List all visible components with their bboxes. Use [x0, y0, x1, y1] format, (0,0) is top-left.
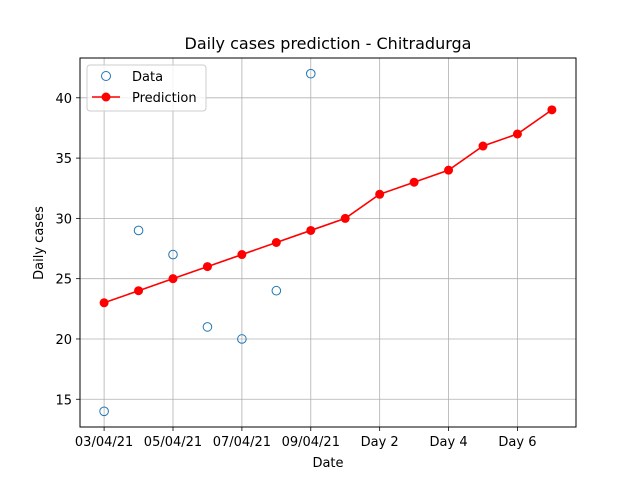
prediction-point [134, 286, 144, 296]
y-tick-label: 30 [55, 212, 72, 227]
data-point [271, 285, 282, 296]
plot-area-frame [79, 57, 577, 428]
x-tick-label: Day 2 [361, 435, 399, 450]
plot-series [99, 68, 557, 417]
y-tick-label: 20 [55, 333, 72, 348]
legend-marker-data [101, 71, 111, 81]
data-point [305, 68, 316, 79]
chart-title: Daily cases prediction - Chitradurga [185, 34, 472, 53]
prediction-point [512, 129, 522, 139]
prediction-line [103, 109, 553, 304]
data-point [99, 406, 109, 417]
axis-ticks: 03/04/21 05/04/21 07/04/21 09/04/21 Day 2 Day… [55, 92, 536, 450]
y-tick-label: 40 [55, 92, 72, 107]
y-axis-label: Daily cases [32, 206, 47, 280]
data-point [202, 322, 213, 332]
data-point [237, 334, 247, 344]
x-tick-label: Day 6 [498, 435, 536, 450]
prediction-point [478, 141, 488, 151]
legend-entry-prediction: Prediction [92, 91, 197, 106]
x-tick-label: 09/04/21 [282, 435, 340, 450]
y-tick-label: 15 [55, 393, 72, 408]
prediction-point [340, 213, 350, 223]
y-tick-label: 35 [55, 152, 72, 167]
legend-box [86, 64, 207, 112]
prediction-point [444, 165, 454, 175]
legend-label-prediction: Prediction [132, 91, 197, 106]
x-tick-label: 05/04/21 [144, 435, 202, 450]
legend-marker-prediction [101, 92, 111, 102]
legend-label-data: Data [132, 70, 163, 85]
prediction-point [409, 177, 419, 187]
prediction-point [547, 105, 557, 115]
prediction-point [202, 262, 212, 272]
grid-lines [80, 58, 576, 427]
legend: Data Prediction [86, 64, 207, 112]
prediction-point [306, 225, 316, 235]
x-tick-label: Day 4 [430, 435, 468, 450]
prediction-point [375, 189, 385, 199]
x-tick-label: 03/04/21 [75, 435, 133, 450]
prediction-point [271, 238, 281, 247]
x-axis-label: Date [312, 456, 343, 471]
data-point [168, 249, 178, 260]
prediction-point [99, 298, 109, 308]
prediction-point [168, 274, 178, 284]
y-tick-label: 25 [55, 273, 72, 288]
legend-entry-data: Data [101, 70, 163, 85]
data-point [133, 225, 144, 236]
prediction-point [237, 250, 247, 260]
x-tick-label: 07/04/21 [213, 435, 271, 450]
